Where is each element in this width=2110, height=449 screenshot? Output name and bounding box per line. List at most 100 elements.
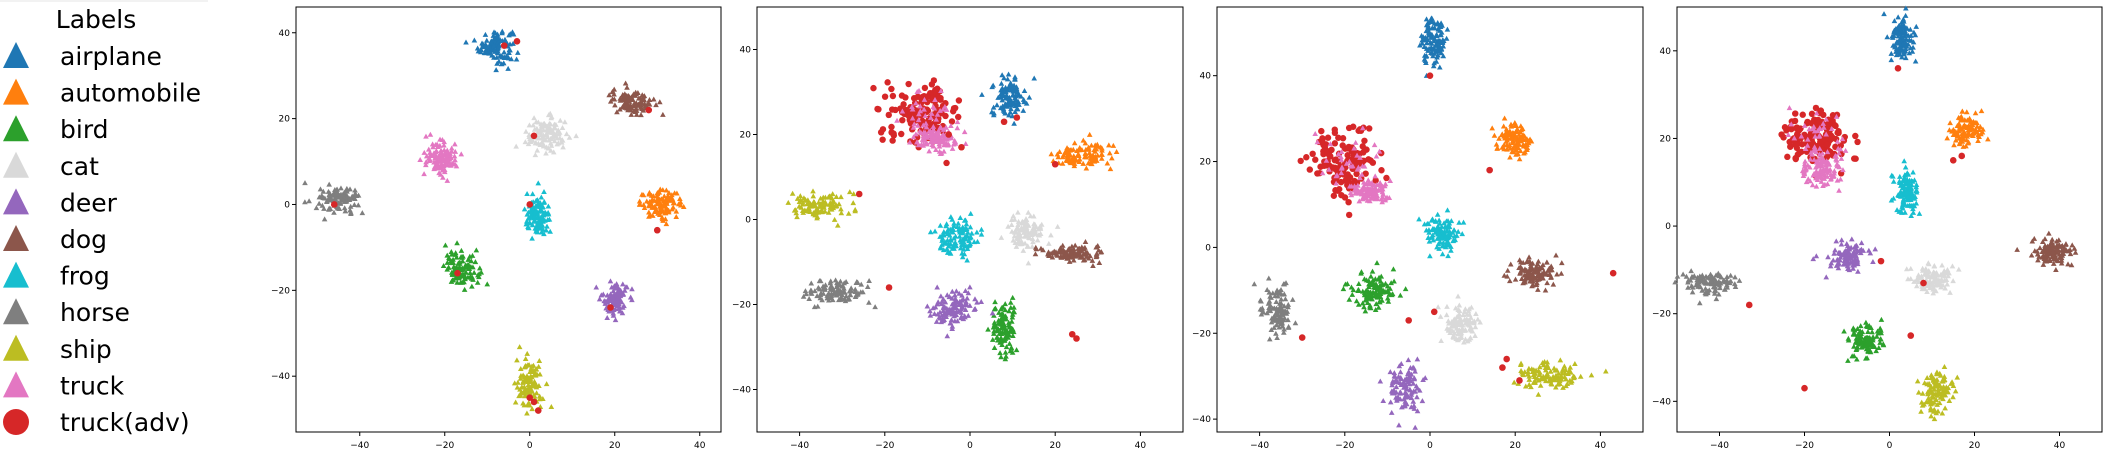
point bbox=[918, 130, 925, 136]
point bbox=[652, 208, 659, 214]
point bbox=[524, 401, 531, 407]
adv-point bbox=[1355, 127, 1362, 134]
point bbox=[529, 214, 535, 220]
point bbox=[434, 164, 440, 170]
point bbox=[348, 210, 354, 216]
point bbox=[1085, 144, 1092, 150]
point bbox=[1977, 124, 1984, 130]
point bbox=[483, 48, 489, 54]
point bbox=[1939, 410, 1946, 416]
point bbox=[810, 193, 817, 199]
point bbox=[1268, 327, 1275, 333]
point bbox=[1972, 129, 1978, 135]
point bbox=[1396, 422, 1402, 428]
point bbox=[1448, 247, 1454, 253]
point bbox=[992, 299, 998, 305]
point bbox=[1356, 198, 1363, 204]
point bbox=[1029, 236, 1036, 242]
point bbox=[822, 208, 828, 214]
point bbox=[1711, 288, 1718, 294]
point bbox=[327, 206, 334, 212]
point bbox=[663, 221, 670, 227]
point bbox=[1519, 126, 1526, 132]
adv-point bbox=[889, 92, 897, 100]
point bbox=[337, 194, 343, 200]
point bbox=[496, 58, 502, 64]
adv-point bbox=[1792, 110, 1799, 117]
point bbox=[852, 288, 859, 294]
point bbox=[971, 239, 978, 245]
point bbox=[1952, 388, 1959, 394]
point bbox=[548, 113, 555, 119]
point bbox=[548, 142, 555, 148]
point bbox=[1933, 396, 1940, 402]
point bbox=[1460, 219, 1467, 225]
adv-point bbox=[1372, 177, 1379, 184]
point bbox=[1514, 126, 1521, 132]
point bbox=[1849, 236, 1855, 242]
point bbox=[1526, 381, 1533, 387]
adv-point bbox=[1333, 156, 1340, 164]
y-tick-label: −20 bbox=[1192, 329, 1211, 339]
adv-point bbox=[1337, 178, 1345, 186]
point bbox=[1547, 267, 1553, 273]
point bbox=[1889, 34, 1896, 40]
point bbox=[1513, 123, 1520, 129]
point bbox=[1435, 304, 1441, 310]
cluster-bird bbox=[1340, 260, 1409, 314]
point bbox=[543, 381, 550, 387]
point bbox=[663, 205, 670, 211]
adv-point bbox=[884, 79, 891, 86]
point bbox=[531, 213, 538, 219]
point bbox=[937, 244, 944, 250]
point bbox=[555, 140, 562, 146]
point bbox=[1410, 365, 1417, 371]
point bbox=[460, 253, 466, 259]
point bbox=[1938, 385, 1945, 391]
point bbox=[1683, 273, 1690, 279]
point bbox=[960, 246, 967, 252]
point bbox=[1536, 377, 1542, 383]
point bbox=[1351, 145, 1357, 151]
point bbox=[1359, 300, 1366, 306]
point bbox=[802, 196, 809, 202]
point bbox=[936, 141, 943, 147]
point bbox=[1507, 135, 1514, 141]
point bbox=[489, 52, 495, 58]
point bbox=[1945, 385, 1952, 391]
point bbox=[820, 290, 827, 296]
point bbox=[2050, 252, 2057, 258]
point bbox=[1852, 243, 1859, 249]
point bbox=[1438, 337, 1444, 343]
point bbox=[545, 145, 552, 151]
point bbox=[1555, 381, 1561, 387]
point bbox=[627, 294, 634, 300]
cluster-automobile bbox=[636, 186, 687, 227]
point bbox=[1978, 108, 1985, 114]
point bbox=[1531, 379, 1538, 385]
point bbox=[1506, 278, 1513, 284]
point bbox=[922, 113, 929, 119]
adv-point bbox=[885, 284, 893, 291]
point bbox=[339, 196, 346, 202]
point bbox=[964, 257, 970, 263]
point bbox=[527, 209, 534, 215]
point bbox=[1964, 124, 1970, 130]
point bbox=[1468, 314, 1474, 320]
point bbox=[1942, 285, 1948, 291]
legend-entry: deer bbox=[3, 188, 118, 217]
point bbox=[1366, 188, 1373, 194]
point bbox=[938, 87, 944, 93]
point bbox=[1357, 154, 1363, 160]
point bbox=[317, 186, 324, 192]
point bbox=[1393, 384, 1400, 390]
adv-point bbox=[1051, 160, 1059, 168]
point bbox=[1076, 159, 1082, 165]
point bbox=[527, 373, 534, 379]
point bbox=[1521, 369, 1528, 375]
point bbox=[1955, 128, 1962, 134]
point bbox=[1509, 130, 1516, 136]
point bbox=[506, 49, 512, 55]
point bbox=[953, 243, 960, 249]
point bbox=[924, 303, 931, 309]
